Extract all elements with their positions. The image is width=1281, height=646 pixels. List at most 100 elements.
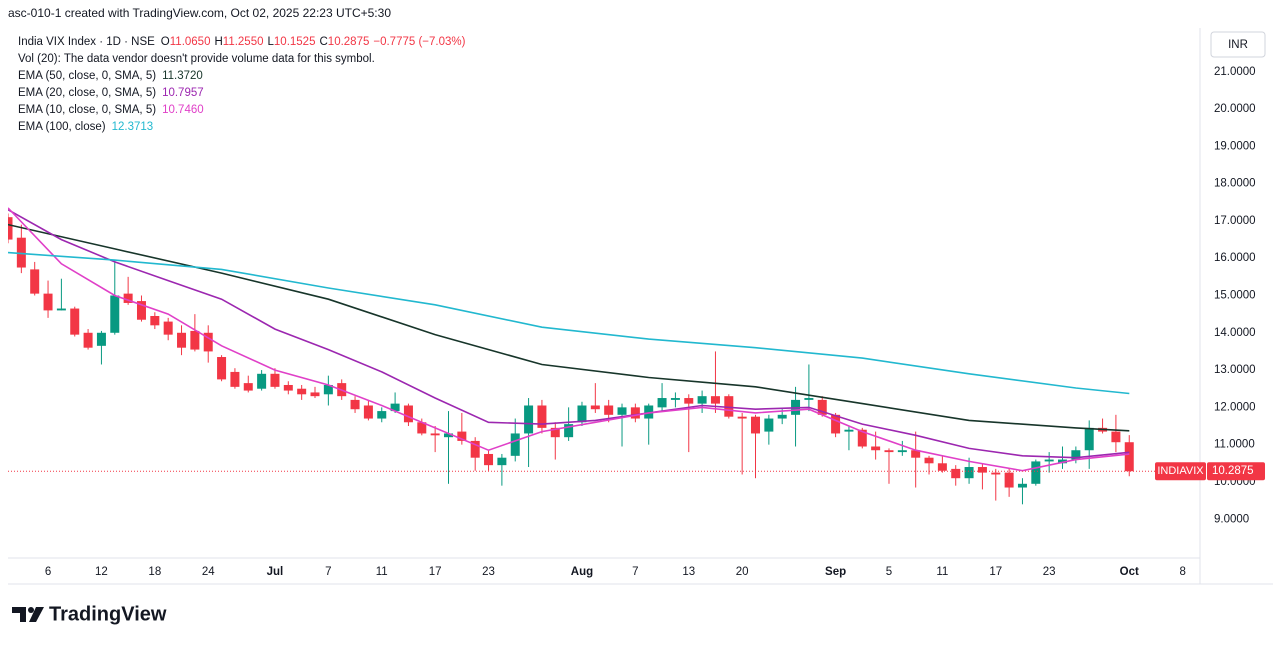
candle-body [323, 384, 333, 395]
candle-body [390, 403, 400, 412]
candle-body [177, 332, 187, 348]
legend-value: 10.7460 [162, 104, 204, 116]
candle-body [1031, 461, 1041, 484]
y-tick-label: 19.0000 [1214, 140, 1256, 152]
x-tick-label: 20 [736, 566, 749, 578]
legend-entry: EMA (100, close) 12.3713 [18, 121, 153, 133]
candle-body [123, 293, 133, 303]
currency-box [1210, 31, 1266, 58]
brand-name: TradingView [49, 603, 167, 625]
candle-body [911, 450, 921, 458]
legend-entry: EMA (10, close, 0, SMA, 5) 10.7460 [18, 104, 204, 116]
quote-value: 11.0650 [170, 36, 211, 48]
candle-body [510, 433, 520, 456]
y-tick-label: 11.0000 [1214, 439, 1255, 451]
quote-key: L [268, 36, 275, 48]
candle-body [831, 414, 841, 434]
candle-body [443, 433, 453, 438]
candle-body [150, 316, 160, 326]
y-tick-label: 9.0000 [1214, 513, 1249, 525]
candle-body [1071, 450, 1081, 460]
x-tick-label: 6 [45, 566, 51, 578]
candle-body [83, 332, 93, 348]
candle-body [417, 422, 427, 434]
x-tick-label: 18 [148, 566, 161, 578]
x-tick-label: 24 [202, 566, 215, 578]
caption: asc-010-1 created with TradingView.com, … [8, 6, 391, 20]
x-tick-label: 12 [95, 566, 108, 578]
candle-body [564, 424, 574, 438]
candle-body [43, 293, 53, 311]
legend-name: EMA (100, close) [18, 121, 106, 133]
candle-body [243, 383, 253, 391]
y-tick-label: 15.0000 [1214, 290, 1256, 302]
candle-body [484, 453, 494, 466]
symbol-badge [1155, 462, 1206, 481]
x-tick-label: Oct [1120, 566, 1139, 578]
candle-body [524, 405, 534, 434]
legend-quote: India VIX Index · 1D · NSE O11.0650 H11.25… [18, 36, 466, 48]
candle-body [350, 399, 360, 410]
candle-body [604, 405, 614, 415]
x-tick-label: Sep [825, 566, 846, 578]
x-tick-label: 23 [1043, 566, 1056, 578]
candle-body [403, 405, 413, 423]
x-tick-label: 7 [325, 566, 331, 578]
candle-body [1044, 459, 1054, 462]
x-tick-label: 17 [989, 566, 1002, 578]
candle-body [297, 388, 307, 395]
candle-body [136, 301, 146, 320]
last-price-label: 10.2875 [1212, 465, 1254, 477]
y-tick-label: 20.0000 [1214, 103, 1256, 115]
legend-value: 11.3720 [162, 70, 203, 82]
candle-body [951, 468, 961, 479]
candle-body [257, 373, 267, 389]
candle-body [924, 457, 934, 464]
candle-body [8, 217, 13, 240]
volume-note: Vol (20): The data vendor doesn't provid… [18, 53, 375, 65]
candle-body [617, 407, 627, 415]
candle-body [590, 405, 600, 410]
y-tick-label: 18.0000 [1214, 178, 1256, 190]
last-price-badge [1207, 462, 1265, 481]
candle-body [377, 411, 387, 419]
legend-entry: EMA (20, close, 0, SMA, 5) 10.7957 [18, 87, 204, 99]
candle-body [777, 414, 787, 419]
ema-line [8, 209, 1130, 459]
quote-change: −0.7775 (−7.03%) [373, 36, 465, 48]
candle-body [56, 308, 66, 311]
candle-body [230, 371, 240, 387]
candle-body [884, 450, 894, 453]
candle-body [1004, 472, 1014, 488]
candle-body [644, 405, 654, 419]
candle-body [751, 416, 761, 434]
x-tick-label: 23 [482, 566, 495, 578]
candle-body [737, 416, 747, 419]
legend-value: 12.3713 [112, 121, 154, 133]
legend-entry: EMA (50, close, 0, SMA, 5) 11.3720 [18, 70, 203, 82]
candle-body [897, 450, 907, 453]
quote-key: H [214, 36, 222, 48]
candle-body [430, 433, 440, 436]
candle-body [844, 429, 854, 432]
candle-body [1111, 431, 1121, 443]
y-tick-label: 12.0000 [1214, 401, 1256, 413]
x-tick-label: 17 [429, 566, 442, 578]
candle-body [497, 457, 507, 466]
candle-body [964, 467, 974, 479]
candle-body [577, 405, 587, 423]
legend-value: 10.7957 [162, 87, 204, 99]
quote-value: 10.1525 [274, 36, 316, 48]
currency: INR [1228, 39, 1248, 51]
ema-line [8, 207, 1130, 472]
candle-body [1124, 442, 1134, 472]
candle-body [977, 467, 987, 473]
y-tick-label: 17.0000 [1214, 215, 1256, 227]
candle-body [630, 407, 640, 419]
candle-body [697, 396, 707, 404]
quote-key: O [161, 36, 170, 48]
legend: India VIX Index · 1D · NSE O11.0650 H11.25… [18, 36, 466, 133]
candle-body [670, 398, 680, 400]
